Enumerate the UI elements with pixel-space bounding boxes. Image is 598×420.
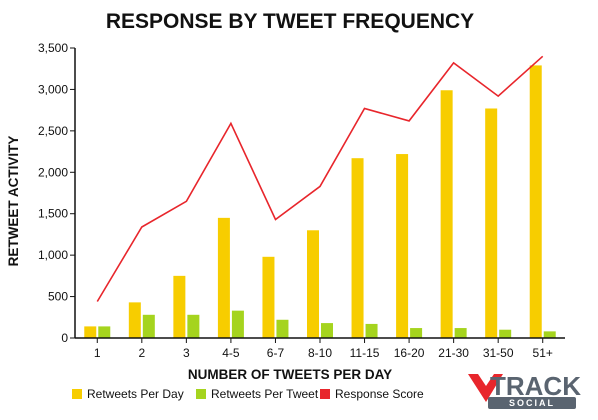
bar-retweets-per-day	[307, 230, 319, 338]
bar-retweets-per-day	[351, 158, 364, 338]
bar-retweets-per-tweet	[499, 329, 512, 338]
x-tick-label: 51+	[533, 346, 553, 360]
bar-retweets-per-day	[84, 326, 97, 338]
bar-retweets-per-tweet	[187, 314, 200, 338]
bar-retweets-per-day	[396, 154, 409, 338]
tracksocial-logo: TRACK SOCIAL	[468, 371, 581, 409]
x-tick-label: 31-50	[483, 346, 514, 360]
bar-retweets-per-day	[173, 275, 186, 338]
x-tick-label: 6-7	[267, 346, 285, 360]
legend-swatch	[320, 389, 330, 399]
legend-label: Retweets Per Tweet	[211, 387, 319, 401]
bar-retweets-per-day	[485, 108, 498, 338]
bar-retweets-per-tweet	[142, 314, 155, 338]
x-tick-label: 1	[94, 346, 101, 360]
bar-retweets-per-tweet	[98, 326, 111, 338]
y-tick-label: 2,000	[38, 165, 68, 179]
bar-retweets-per-day	[128, 302, 141, 338]
x-tick-label: 4-5	[222, 346, 240, 360]
legend-label: Retweets Per Day	[87, 387, 184, 401]
y-axis-title: RETWEET ACTIVITY	[6, 136, 21, 267]
bar-retweets-per-tweet	[543, 331, 556, 338]
bar-retweets-per-day	[217, 217, 230, 338]
y-axis-ticks: 0 500 1,000 1,500 2,000 2,500 3,000 3,500	[38, 41, 75, 345]
bar-retweets-per-day	[440, 90, 453, 338]
legend-label: Response Score	[335, 387, 424, 401]
logo-sub-text: SOCIAL	[509, 398, 555, 408]
x-axis-ticks: 1 2 3 4-5 6-7 8-10 11-15 16-20 21-30 31-50 51+	[94, 338, 553, 360]
y-tick-label: 1,500	[38, 207, 68, 221]
y-tick-label: 1,000	[38, 248, 68, 262]
y-tick-label: 3,500	[38, 41, 68, 55]
logo-band	[488, 397, 576, 409]
legend: Retweets Per Day Retweets Per Tweet Respon…	[72, 387, 424, 401]
bar-retweets-per-day	[529, 65, 542, 339]
x-tick-label: 21-30	[438, 346, 469, 360]
y-tick-label: 500	[48, 290, 68, 304]
response-score-polyline	[96, 55, 544, 302]
y-tick-label: 3,000	[38, 82, 68, 96]
bar-retweets-per-tweet	[410, 328, 423, 338]
bar-retweets-per-tweet	[365, 323, 378, 338]
x-tick-label: 2	[138, 346, 145, 360]
legend-swatch	[196, 389, 206, 399]
x-tick-label: 8-10	[308, 346, 332, 360]
x-axis-title: NUMBER OF TWEETS PER DAY	[188, 367, 392, 382]
bars	[84, 65, 556, 339]
x-tick-label: 3	[183, 346, 190, 360]
bar-retweets-per-tweet	[321, 323, 333, 338]
x-tick-label: 11-15	[350, 346, 380, 360]
y-tick-label: 0	[61, 331, 68, 345]
response-score-line	[96, 55, 544, 302]
logo-main-text: TRACK	[490, 371, 581, 401]
chart-title: RESPONSE BY TWEET FREQUENCY	[106, 10, 474, 33]
bar-retweets-per-tweet	[231, 310, 244, 338]
legend-swatch	[72, 389, 82, 399]
bar-retweets-per-tweet	[276, 319, 289, 338]
y-tick-label: 2,500	[38, 124, 68, 138]
bar-retweets-per-day	[262, 256, 275, 338]
bar-retweets-per-tweet	[454, 328, 467, 338]
logo-mark	[468, 374, 503, 402]
x-tick-label: 16-20	[394, 346, 425, 360]
